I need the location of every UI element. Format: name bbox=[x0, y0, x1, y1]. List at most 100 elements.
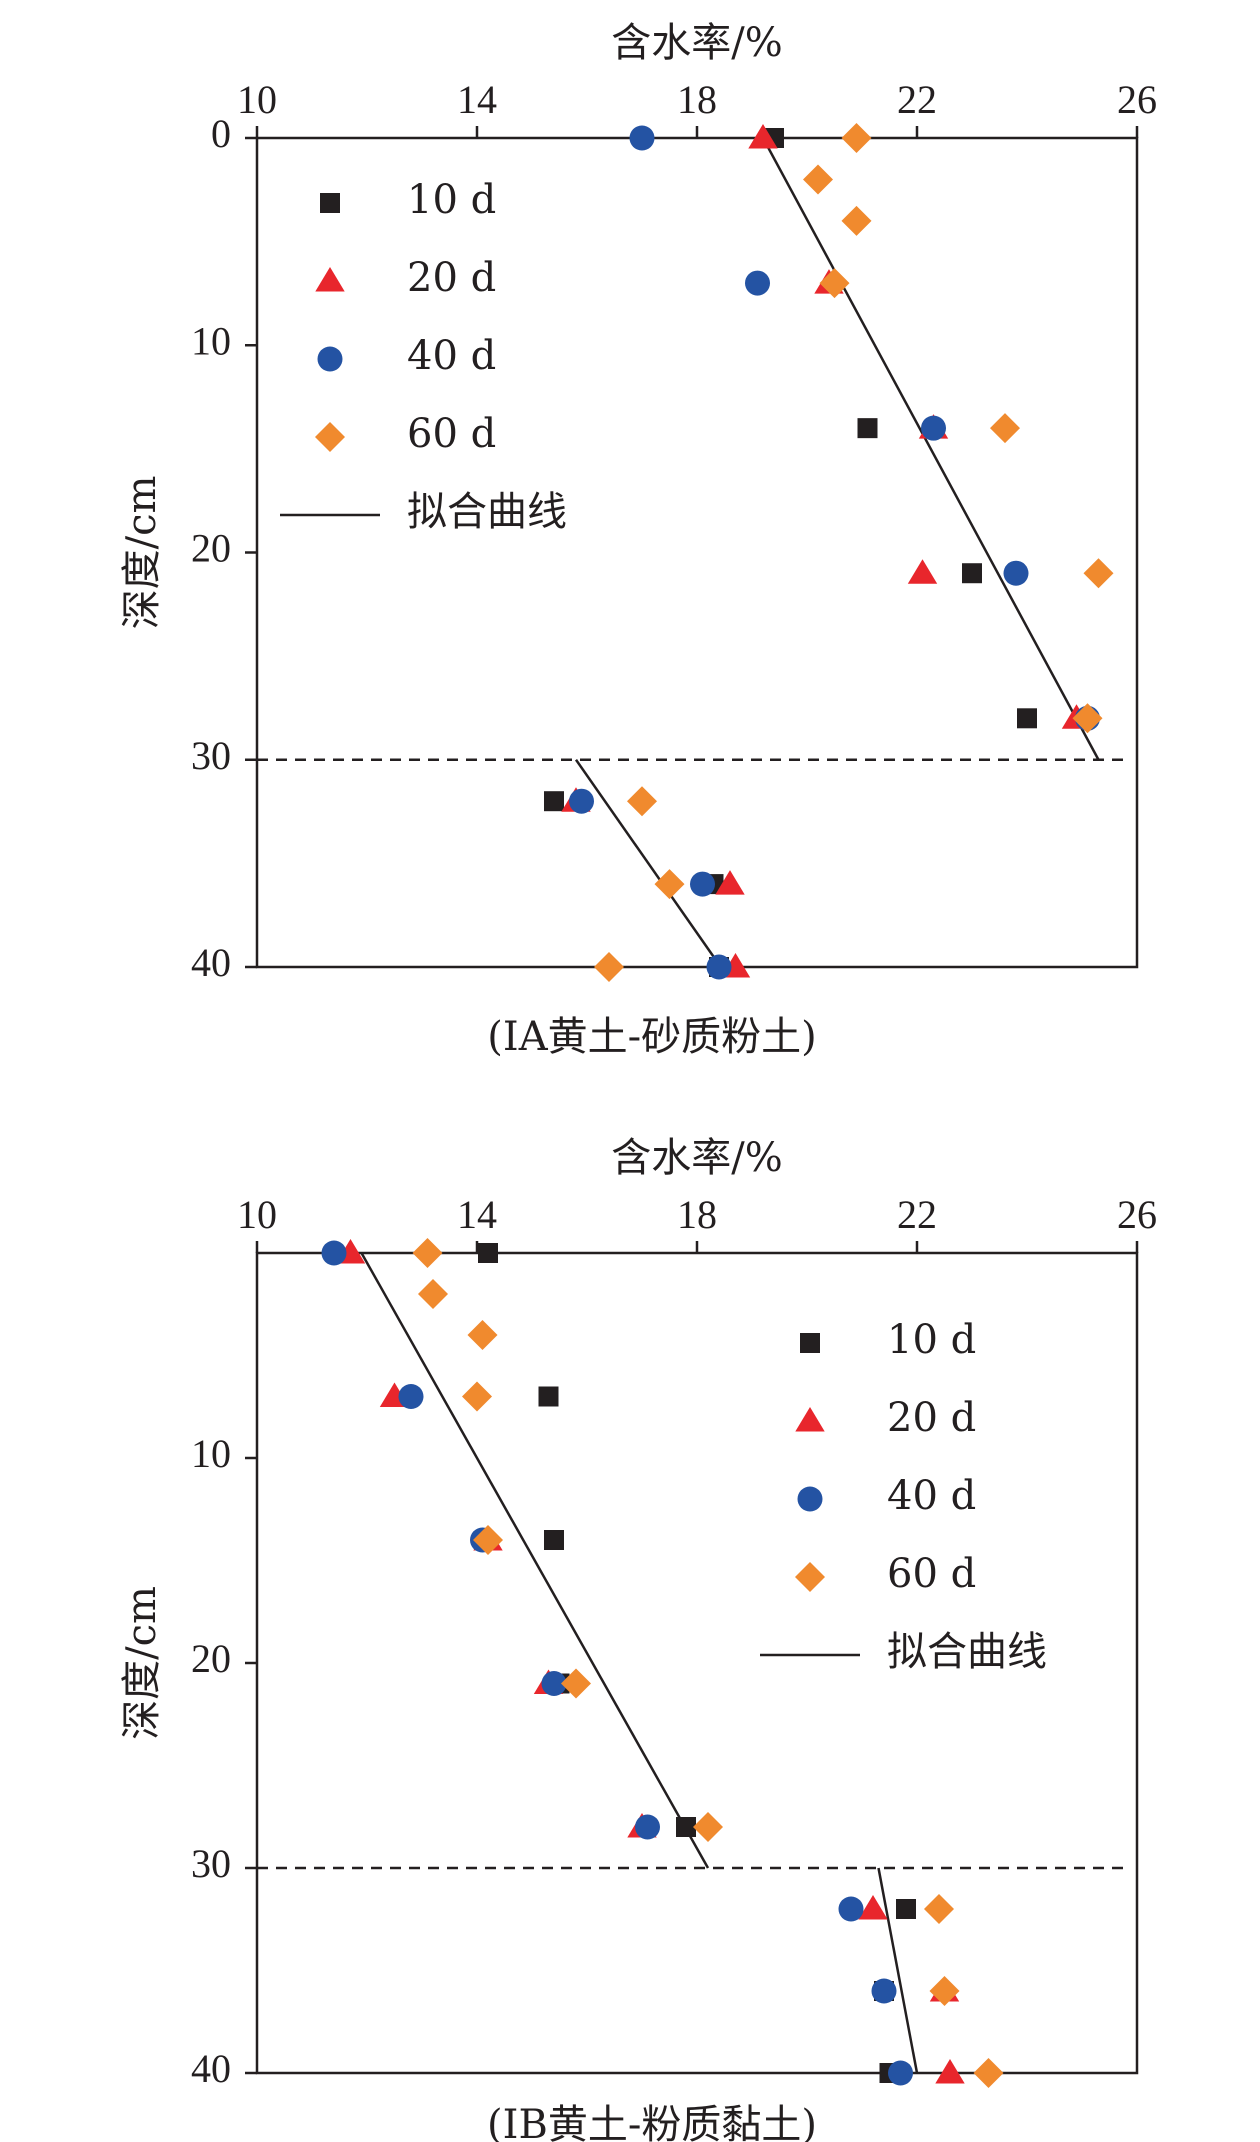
legend-marker bbox=[800, 1333, 820, 1353]
x-tick-label: 22 bbox=[897, 1192, 937, 1237]
data-point bbox=[1072, 703, 1103, 734]
data-point bbox=[858, 1895, 888, 1920]
data-point bbox=[478, 1243, 498, 1263]
data-point bbox=[929, 1976, 960, 2006]
data-point bbox=[462, 1381, 492, 1412]
x-tick-label: 14 bbox=[457, 1192, 497, 1237]
chart-caption: (IA黄土-砂质粉土) bbox=[487, 1014, 816, 1060]
legend-marker bbox=[797, 1486, 823, 1512]
data-point bbox=[841, 205, 872, 236]
data-point bbox=[841, 123, 872, 153]
series-60d bbox=[412, 1238, 1004, 2088]
chart-caption: (IB黄土-粉质黏土) bbox=[487, 2102, 817, 2142]
data-point bbox=[594, 952, 624, 982]
fit-line bbox=[877, 1867, 919, 2074]
x-tick-label: 10 bbox=[237, 77, 277, 122]
data-point bbox=[819, 268, 850, 299]
y-tick-label: 10 bbox=[191, 318, 231, 363]
legend-marker bbox=[795, 1407, 825, 1432]
data-point bbox=[544, 1530, 564, 1550]
legend-marker bbox=[315, 422, 345, 452]
data-point bbox=[690, 871, 715, 897]
data-point bbox=[321, 1240, 347, 1266]
legend-marker bbox=[315, 267, 345, 292]
legend-label: 拟合曲线 bbox=[407, 489, 567, 535]
y-tick-label: 0 bbox=[211, 111, 231, 156]
data-point bbox=[544, 791, 564, 812]
data-point bbox=[1017, 708, 1037, 729]
panel-2: 含水率/% 10 14 18 22 26 10 20 30 40 深度/cm 10 d 20 d 40 d… bbox=[119, 1135, 1157, 2142]
data-point bbox=[838, 1896, 864, 1922]
x-tick-label: 22 bbox=[897, 77, 937, 122]
x-tick-label: 18 bbox=[677, 77, 717, 122]
data-point bbox=[745, 270, 770, 296]
y-axis-title: 深度/cm bbox=[119, 476, 165, 630]
data-point bbox=[541, 1671, 567, 1696]
legend-label: 60 d bbox=[407, 411, 496, 457]
data-point bbox=[907, 559, 938, 584]
x-tick-label: 10 bbox=[237, 1192, 277, 1237]
y-tick-label: 40 bbox=[191, 2046, 231, 2091]
fit-line bbox=[574, 759, 715, 958]
legend-marker bbox=[320, 193, 340, 213]
legend: 10 d 20 d 40 d 60 d 拟合曲线 bbox=[760, 1317, 1047, 1675]
legend: 10 d 20 d 40 d 60 d 拟合曲线 bbox=[280, 177, 567, 535]
data-point bbox=[924, 1894, 954, 1924]
data-point bbox=[871, 1978, 897, 2004]
y-tick-label: 30 bbox=[191, 1841, 231, 1886]
y-tick-label: 30 bbox=[191, 733, 231, 778]
data-point bbox=[473, 1525, 503, 1555]
data-point bbox=[921, 415, 946, 441]
legend-label: 40 d bbox=[887, 1473, 976, 1519]
series-10d bbox=[544, 128, 1037, 977]
plot-frame bbox=[255, 136, 1139, 969]
x-tick-label: 26 bbox=[1117, 77, 1157, 122]
legend-label: 20 d bbox=[887, 1395, 976, 1441]
x-tick-label: 14 bbox=[457, 77, 497, 122]
data-point bbox=[803, 164, 833, 195]
data-point bbox=[467, 1320, 498, 1350]
y-tick-label: 10 bbox=[191, 1431, 231, 1476]
y-tick-label: 40 bbox=[191, 940, 231, 985]
data-point bbox=[973, 2058, 1004, 2088]
y-axis-title: 深度/cm bbox=[119, 1586, 165, 1740]
legend-label: 40 d bbox=[407, 333, 496, 379]
series-20d bbox=[561, 124, 1092, 978]
data-point bbox=[888, 2060, 913, 2086]
data-point bbox=[1083, 558, 1114, 589]
data-point bbox=[715, 870, 745, 895]
x-axis-title: 含水率/% bbox=[611, 1135, 782, 1181]
fit-line bbox=[761, 137, 1100, 761]
data-point bbox=[569, 788, 594, 814]
data-point bbox=[654, 869, 685, 900]
data-point bbox=[635, 1814, 660, 1840]
fit-line bbox=[360, 1252, 710, 1869]
series-60d bbox=[594, 123, 1114, 982]
legend-label: 拟合曲线 bbox=[887, 1629, 1047, 1675]
series-40d bbox=[321, 1240, 913, 2086]
data-point bbox=[1003, 560, 1029, 586]
data-point bbox=[706, 954, 732, 980]
data-point bbox=[896, 1899, 916, 1919]
data-point bbox=[857, 418, 878, 439]
series-40d bbox=[569, 125, 1100, 980]
data-point bbox=[398, 1384, 424, 1409]
y-tick-label: 20 bbox=[191, 1636, 231, 1681]
series-10d bbox=[478, 1243, 916, 2083]
legend-label: 20 d bbox=[407, 255, 496, 301]
data-point bbox=[561, 1668, 591, 1699]
data-point bbox=[418, 1279, 448, 1309]
data-point bbox=[990, 413, 1020, 444]
data-point bbox=[629, 125, 655, 151]
series-20d bbox=[335, 1239, 965, 2084]
y-tick-label: 20 bbox=[191, 526, 231, 571]
data-point bbox=[693, 1812, 723, 1842]
legend-label: 60 d bbox=[887, 1551, 976, 1597]
x-axis-title: 含水率/% bbox=[611, 20, 782, 66]
x-tick-label: 26 bbox=[1117, 1192, 1157, 1237]
data-point bbox=[748, 124, 778, 149]
legend-label: 10 d bbox=[407, 177, 496, 223]
legend-marker bbox=[795, 1562, 825, 1592]
